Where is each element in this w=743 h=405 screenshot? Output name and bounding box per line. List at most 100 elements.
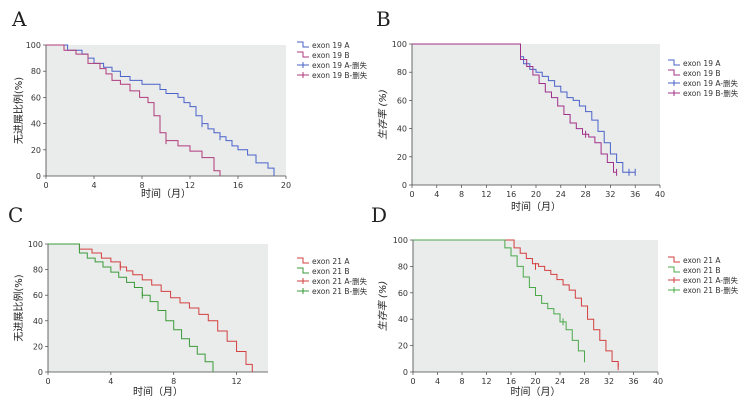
legend-label: exon 19 B bbox=[683, 69, 721, 78]
y-axis-title: 无进展比例(%) bbox=[12, 274, 25, 341]
plot-area bbox=[413, 240, 658, 372]
legend-label: exon 21 A bbox=[312, 257, 350, 266]
x-tick-label: 20 bbox=[281, 181, 291, 190]
panel-letter: B bbox=[376, 7, 391, 31]
x-tick-label: 8 bbox=[459, 377, 464, 386]
panel-A: A 0 4 8 12 16 20 0 20 40 60 80 100 时间（月） 无进展比例(%) exon … bbox=[11, 7, 368, 200]
y-tick-label: 20 bbox=[397, 153, 407, 162]
x-tick-label: 0 bbox=[409, 190, 414, 199]
x-tick-label: 28 bbox=[581, 190, 591, 199]
x-tick-label: 8 bbox=[459, 190, 464, 199]
legend-swatch bbox=[668, 256, 680, 263]
panel-letter: A bbox=[11, 7, 27, 31]
x-tick-label: 24 bbox=[555, 377, 565, 386]
x-tick-label: 4 bbox=[434, 190, 439, 199]
y-tick-label: 100 bbox=[392, 40, 407, 49]
y-tick-label: 40 bbox=[398, 315, 408, 324]
legend-swatch bbox=[297, 267, 309, 274]
legend-label: exon 19 B bbox=[312, 51, 350, 60]
legend-label: exon 19 B-删失 bbox=[683, 88, 739, 98]
legend-label: exon 21 B bbox=[683, 266, 721, 275]
y-tick-label: 40 bbox=[397, 125, 407, 134]
x-tick-label: 16 bbox=[506, 377, 516, 386]
y-tick-label: 40 bbox=[33, 317, 43, 326]
x-tick-label: 4 bbox=[435, 377, 440, 386]
y-tick-label: 80 bbox=[397, 68, 407, 77]
legend-swatch bbox=[668, 266, 680, 273]
x-tick-label: 4 bbox=[91, 181, 96, 190]
x-tick-label: 16 bbox=[506, 190, 516, 199]
legend-label: exon 19 A-删失 bbox=[683, 78, 739, 88]
y-tick-label: 60 bbox=[398, 289, 408, 298]
x-tick-label: 0 bbox=[43, 181, 48, 190]
panel-D: D 0 4 8 12 16 20 24 28 32 36 40 0 20 40 60 80 100 时间（月） 生存率… bbox=[371, 203, 739, 398]
legend-swatch bbox=[668, 59, 680, 66]
y-tick-label: 20 bbox=[31, 146, 41, 155]
legend-label: exon 21 A-删失 bbox=[683, 275, 739, 285]
y-tick-label: 60 bbox=[31, 93, 41, 102]
series-line-a bbox=[413, 239, 619, 367]
y-axis-title-unit: (%) bbox=[378, 281, 389, 298]
y-tick-label: 60 bbox=[33, 291, 43, 300]
x-axis-title: 时间（月） bbox=[511, 385, 561, 398]
panel-B: B 0 4 8 12 16 20 24 28 32 36 40 0 20 40 60 80 100 时间（月） 生存率… bbox=[376, 7, 739, 213]
legend-label: exon 21 A-删失 bbox=[312, 276, 368, 286]
panel-C: C 0 4 8 12 0 20 40 60 80 100 时间（月） 无进展比例(%) exon 21 A… bbox=[8, 203, 368, 398]
legend-label: exon 21 B bbox=[312, 267, 350, 276]
x-tick-label: 28 bbox=[579, 377, 589, 386]
y-tick-label: 60 bbox=[397, 96, 407, 105]
series-line-a bbox=[48, 243, 253, 372]
x-tick-label: 24 bbox=[556, 190, 566, 199]
x-tick-label: 20 bbox=[531, 190, 541, 199]
x-tick-label: 0 bbox=[410, 377, 415, 386]
panel-letter: D bbox=[371, 203, 387, 227]
y-tick-label: 80 bbox=[33, 266, 43, 275]
y-tick-label: 0 bbox=[38, 368, 43, 377]
x-tick-label: 12 bbox=[481, 377, 491, 386]
y-tick-label: 20 bbox=[398, 342, 408, 351]
x-tick-label: 16 bbox=[233, 181, 243, 190]
x-axis-title: 时间（月） bbox=[511, 200, 561, 213]
x-axis-title: 时间（月） bbox=[141, 187, 191, 200]
x-tick-label: 40 bbox=[653, 377, 663, 386]
legend-label: exon 21 B-删失 bbox=[312, 286, 368, 296]
y-tick-label: 100 bbox=[393, 236, 408, 245]
y-tick-label: 0 bbox=[36, 172, 41, 181]
y-axis-title: 生存率 (%) bbox=[377, 281, 389, 332]
x-tick-label: 12 bbox=[185, 181, 195, 190]
y-axis-title: 无进展比例(%) bbox=[12, 77, 25, 144]
x-tick-label: 40 bbox=[655, 190, 665, 199]
series-line-b bbox=[412, 43, 617, 173]
legend-swatch bbox=[297, 51, 309, 58]
x-tick-label: 4 bbox=[108, 377, 113, 386]
x-tick-label: 32 bbox=[605, 190, 615, 199]
legend-label: exon 19 A-删失 bbox=[312, 60, 368, 70]
legend-label: exon 21 B-删失 bbox=[683, 285, 739, 295]
x-tick-label: 36 bbox=[630, 190, 640, 199]
plot-area bbox=[412, 44, 660, 185]
plot-area bbox=[46, 45, 286, 176]
series-line-a bbox=[412, 43, 636, 173]
legend-label: exon 21 A bbox=[683, 256, 721, 265]
y-tick-label: 80 bbox=[31, 67, 41, 76]
legend-label: exon 19 A bbox=[683, 59, 721, 68]
panel-letter: C bbox=[8, 203, 23, 227]
legend-label: exon 19 A bbox=[312, 41, 350, 50]
x-tick-label: 8 bbox=[171, 377, 176, 386]
legend-swatch bbox=[297, 257, 309, 264]
legend-label: exon 19 B-删失 bbox=[312, 70, 368, 80]
y-axis-title-unit: (%) bbox=[378, 89, 389, 106]
x-tick-label: 32 bbox=[604, 377, 614, 386]
y-tick-label: 0 bbox=[403, 368, 408, 377]
legend-swatch bbox=[297, 41, 309, 48]
x-tick-label: 36 bbox=[628, 377, 638, 386]
y-tick-label: 80 bbox=[398, 262, 408, 271]
series-line-b bbox=[46, 44, 221, 176]
x-tick-label: 0 bbox=[45, 377, 50, 386]
x-tick-label: 12 bbox=[481, 190, 491, 199]
